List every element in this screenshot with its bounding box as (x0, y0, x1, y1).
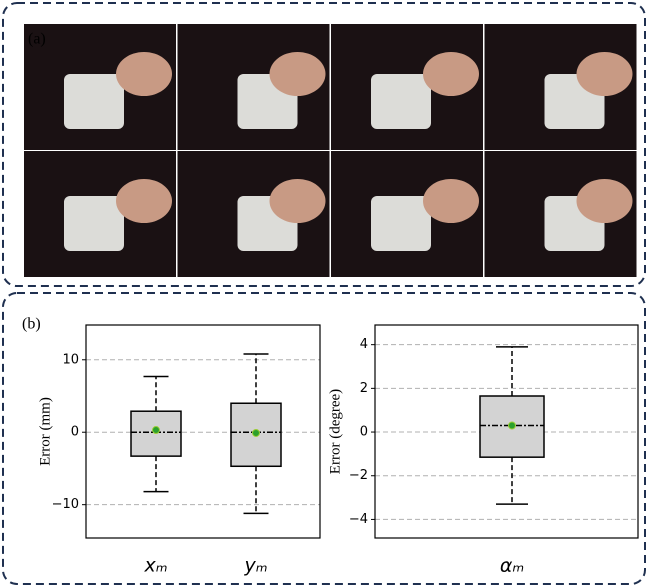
y-tick-label: −10 (52, 497, 79, 512)
x-tick-label: yₘ (243, 555, 267, 577)
y-tick-label: 10 (62, 352, 79, 367)
photo-hand (116, 179, 172, 223)
y-tick-label: 4 (360, 337, 368, 352)
photo-hand (270, 52, 326, 96)
plot-frame (86, 325, 320, 538)
y-tick-label: 0 (360, 425, 368, 440)
x-tick-label: αₘ (500, 555, 524, 577)
y-tick-label: −4 (349, 512, 368, 527)
photo-hand (577, 179, 633, 223)
mean (253, 429, 260, 436)
mean (509, 422, 516, 429)
y-tick-label: 0 (71, 425, 79, 440)
photo-hand (423, 52, 479, 96)
y-tick-label: 2 (360, 381, 368, 396)
photo-object (64, 196, 124, 251)
photo-hand (270, 179, 326, 223)
y-tick-label: −2 (349, 468, 368, 483)
photo-hand (116, 52, 172, 96)
photo-grid (24, 24, 637, 277)
x-tick-label: xₘ (143, 555, 167, 577)
photo-object (371, 74, 431, 129)
panel-label: (a) (28, 31, 46, 48)
panel-b-frame (3, 293, 645, 584)
photo-hand (577, 52, 633, 96)
figure: (a) (b) −10 0 10 Error (mm) xₘ yₘ −4 −2 0 2 4 Error… (0, 0, 649, 588)
y-axis-label: Error (mm) (37, 397, 53, 466)
photo-object (64, 74, 124, 129)
photo-hand (423, 179, 479, 223)
photo-object (371, 196, 431, 251)
y-axis-label: Error (degree) (327, 389, 343, 474)
panel-label: (b) (22, 316, 41, 333)
mean (153, 427, 160, 434)
